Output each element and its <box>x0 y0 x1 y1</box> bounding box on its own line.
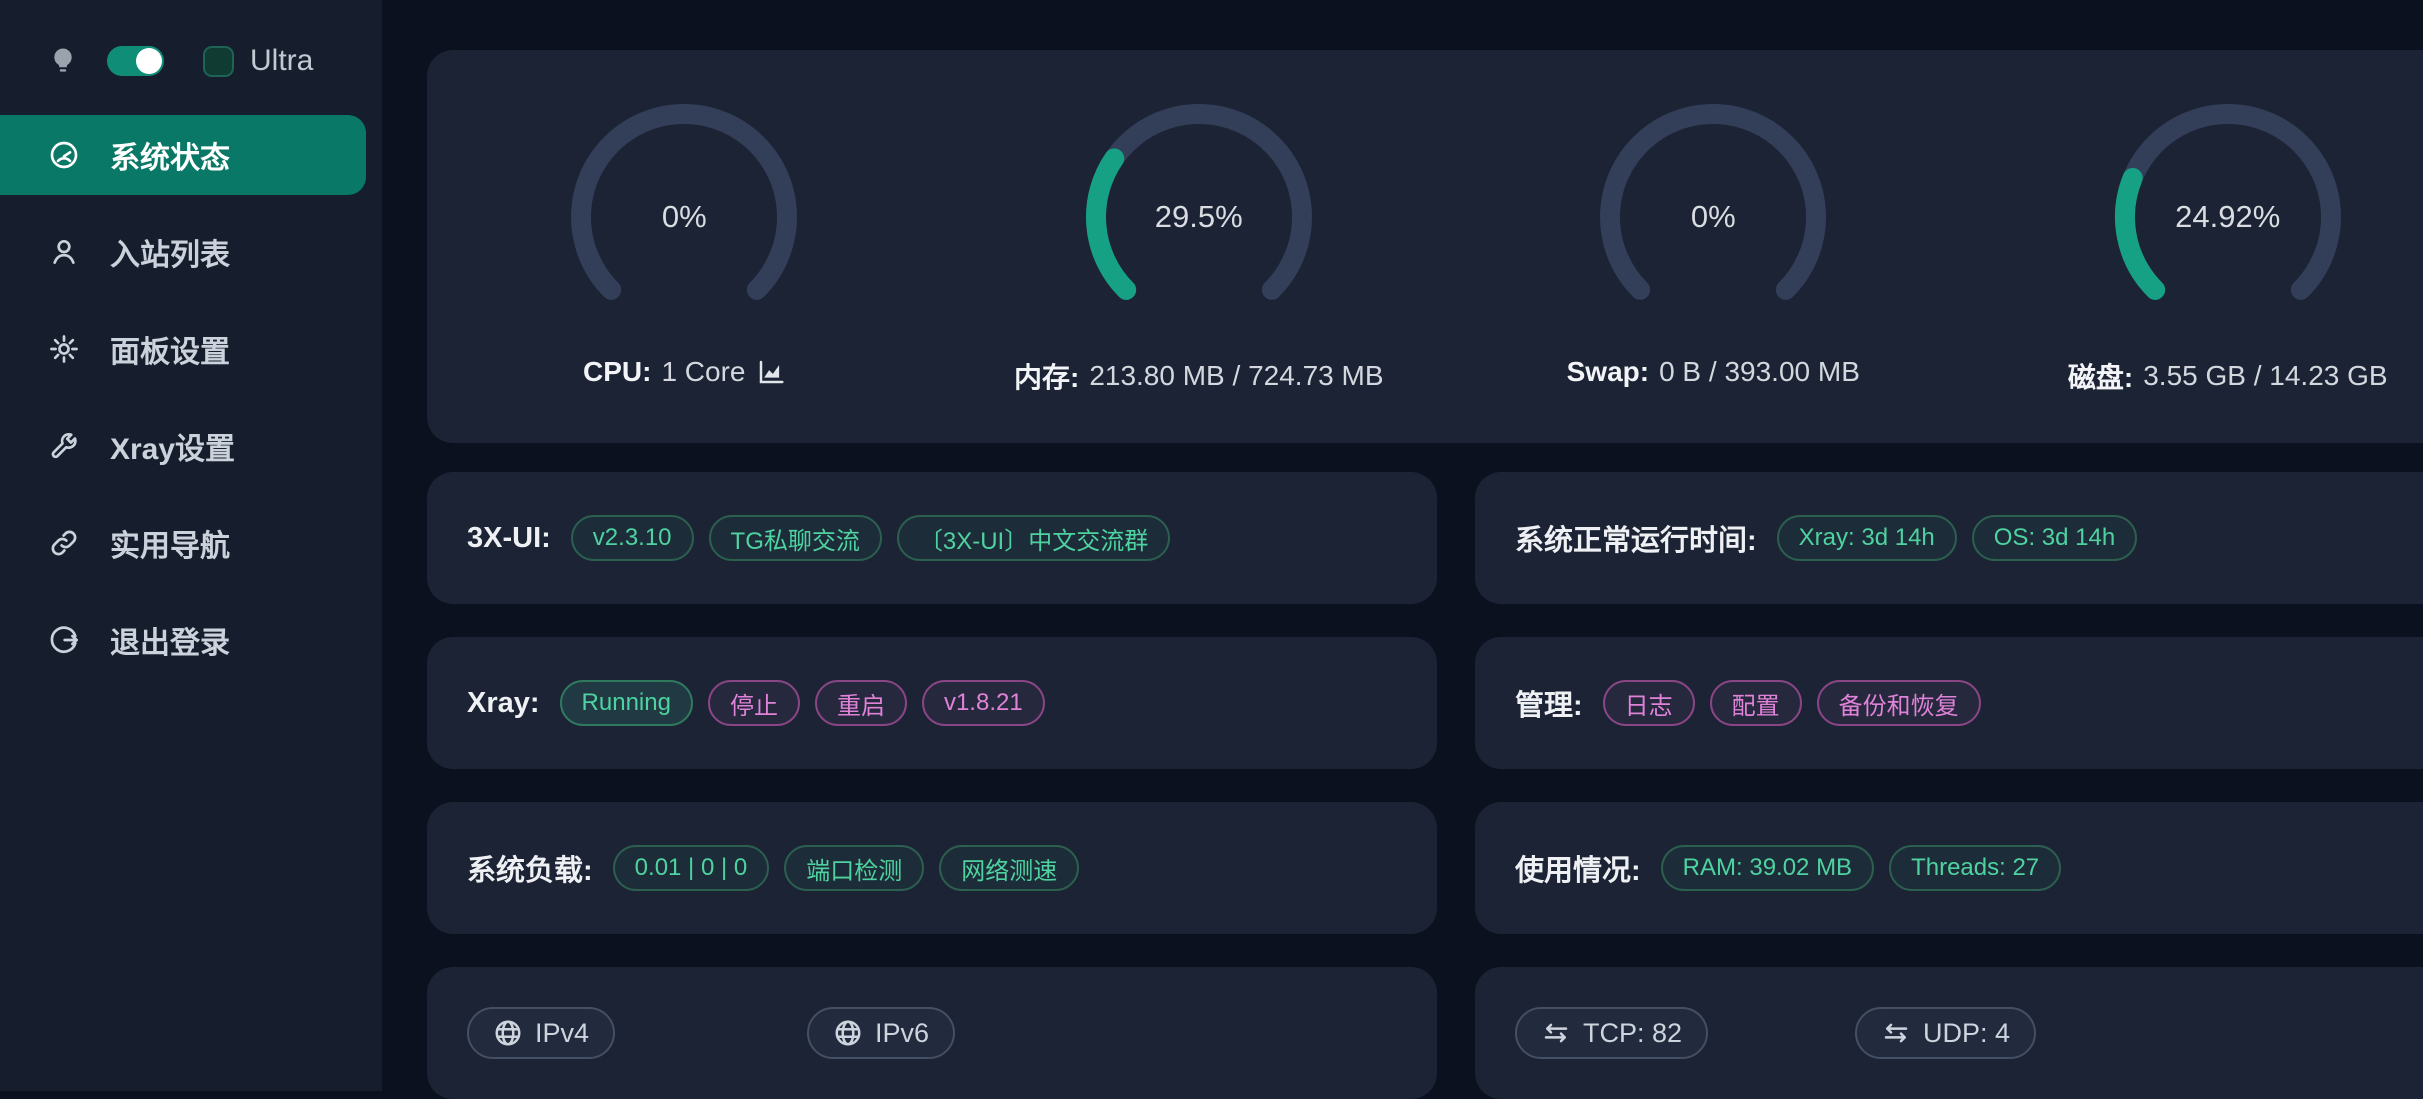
theme-row: Ultra <box>0 0 382 78</box>
card-usage: 使用情况: RAM: 39.02 MB Threads: 27 <box>1475 802 2423 934</box>
main-content: 0% CPU: 1 Core 29.5% 内存: 213.80 MB / 724.73 M… <box>427 0 2423 1099</box>
gauge-cpu: 0% CPU: 1 Core <box>427 94 942 388</box>
sidebar-item-xray-settings[interactable]: Xray设置 <box>0 406 382 486</box>
dark-mode-toggle[interactable] <box>107 46 164 76</box>
card-xray-status-label: Xray: <box>467 687 540 720</box>
tag-usage-0[interactable]: RAM: 39.02 MB <box>1661 845 1874 891</box>
card-uptime-label: 系统正常运行时间: <box>1515 517 1757 559</box>
sidebar-item-panel-settings[interactable]: 面板设置 <box>0 309 382 389</box>
gauge-memory-label: 内存: 213.80 MB / 724.73 MB <box>1014 356 1384 396</box>
card-connections: TCP: 82 UDP: 4 <box>1475 967 2423 1099</box>
tag-panel-info-1[interactable]: TG私聊交流 <box>709 515 882 561</box>
swap-icon <box>1541 1018 1571 1048</box>
sidebar-item-label: 退出登录 <box>110 618 230 662</box>
gauge-disk-label-title: 磁盘: <box>2068 356 2133 396</box>
gauge-memory-label-value: 213.80 MB / 724.73 MB <box>1089 360 1383 392</box>
gauge-disk-arc: 24.92% <box>2105 94 2351 340</box>
gauge-swap-label-title: Swap: <box>1567 356 1649 388</box>
sidebar-item-label: 系统状态 <box>110 133 230 177</box>
globe-icon <box>833 1018 863 1048</box>
tag-admin-2[interactable]: 备份和恢复 <box>1817 680 1981 726</box>
tag-xray-status-0[interactable]: Running <box>560 680 693 726</box>
gauge-memory-arc: 29.5% <box>1076 94 1322 340</box>
cpu-history-chart-icon[interactable] <box>756 357 786 387</box>
pill-ip-info-0[interactable]: IPv4 <box>467 1007 615 1059</box>
swap-icon <box>1881 1018 1911 1048</box>
sidebar-item-label: 实用导航 <box>110 521 230 565</box>
gauge-disk-label: 磁盘: 3.55 GB / 14.23 GB <box>2068 356 2388 396</box>
tag-xray-status-2[interactable]: 重启 <box>815 680 907 726</box>
card-panel-info: 3X-UI: v2.3.10 TG私聊交流〔3X-UI〕中文交流群 <box>427 472 1437 604</box>
pill-ip-info-1[interactable]: IPv6 <box>807 1007 955 1059</box>
link-icon <box>48 527 80 559</box>
pill-ip-info-0-text: IPv4 <box>535 1018 589 1049</box>
card-ip-info: IPv4 IPv6 <box>427 967 1437 1099</box>
gauge-swap-label-value: 0 B / 393.00 MB <box>1659 356 1860 388</box>
gauge-swap-percent: 0% <box>1590 94 1836 340</box>
pill-connections-0[interactable]: TCP: 82 <box>1515 1007 1708 1059</box>
gauge-memory-label-title: 内存: <box>1014 356 1079 396</box>
ultra-label: Ultra <box>250 44 313 78</box>
user-icon <box>48 236 80 268</box>
tag-uptime-0[interactable]: Xray: 3d 14h <box>1777 515 1957 561</box>
system-status-card: 0% CPU: 1 Core 29.5% 内存: 213.80 MB / 724.73 M… <box>427 50 2423 443</box>
wrench-icon <box>48 430 80 462</box>
card-admin: 管理: 日志配置备份和恢复 <box>1475 637 2423 769</box>
tag-system-load-1[interactable]: 端口检测 <box>784 845 924 891</box>
sidebar-item-inbounds-list[interactable]: 入站列表 <box>0 212 382 292</box>
gauge-cpu-label-value: 1 Core <box>661 356 745 388</box>
card-admin-label: 管理: <box>1515 682 1583 724</box>
pill-connections-1-text: UDP: 4 <box>1923 1018 2010 1049</box>
tag-system-load-2[interactable]: 网络测速 <box>939 845 1079 891</box>
sidebar: Ultra 系统状态入站列表面板设置 Xray设置实用导航退出登录 <box>0 0 382 1091</box>
logout-icon <box>48 624 80 656</box>
globe-icon <box>493 1018 523 1048</box>
gauge-swap-arc: 0% <box>1590 94 1836 340</box>
card-xray-status: Xray: Running 停止重启 v1.8.21 <box>427 637 1437 769</box>
tag-xray-status-3[interactable]: v1.8.21 <box>922 680 1045 726</box>
sidebar-menu: 系统状态入站列表面板设置 Xray设置实用导航退出登录 <box>0 115 382 680</box>
lightbulb-icon <box>48 44 78 78</box>
gear-icon <box>48 333 80 365</box>
ultra-checkbox[interactable] <box>203 46 234 77</box>
tag-system-load-0[interactable]: 0.01 | 0 | 0 <box>613 845 770 891</box>
toggle-knob <box>136 48 162 74</box>
tag-panel-info-0[interactable]: v2.3.10 <box>571 515 694 561</box>
card-uptime: 系统正常运行时间: Xray: 3d 14h OS: 3d 14h <box>1475 472 2423 604</box>
tag-admin-0[interactable]: 日志 <box>1603 680 1695 726</box>
tag-uptime-1[interactable]: OS: 3d 14h <box>1972 515 2137 561</box>
gauge-disk-label-value: 3.55 GB / 14.23 GB <box>2143 360 2387 392</box>
tag-admin-1[interactable]: 配置 <box>1710 680 1802 726</box>
gauge-cpu-percent: 0% <box>561 94 807 340</box>
gauge-disk-percent: 24.92% <box>2105 94 2351 340</box>
gauge-cpu-arc: 0% <box>561 94 807 340</box>
sidebar-item-label: 入站列表 <box>110 230 230 274</box>
card-panel-info-label: 3X-UI: <box>467 522 551 555</box>
tag-panel-info-2[interactable]: 〔3X-UI〕中文交流群 <box>897 515 1170 561</box>
sidebar-item-label: 面板设置 <box>110 327 230 371</box>
card-usage-label: 使用情况: <box>1515 847 1641 889</box>
gauge-swap-label: Swap: 0 B / 393.00 MB <box>1567 356 1860 388</box>
pill-connections-1[interactable]: UDP: 4 <box>1855 1007 2036 1059</box>
tag-xray-status-1[interactable]: 停止 <box>708 680 800 726</box>
gauge-cpu-label: CPU: 1 Core <box>583 356 786 388</box>
gauge-disk: 24.92% 磁盘: 3.55 GB / 14.23 GB <box>1971 94 2423 396</box>
card-system-load: 系统负载: 0.01 | 0 | 0 端口检测网络测速 <box>427 802 1437 934</box>
gauge-memory: 29.5% 内存: 213.80 MB / 724.73 MB <box>942 94 1457 396</box>
gauge-memory-percent: 29.5% <box>1076 94 1322 340</box>
gauge-swap: 0% Swap: 0 B / 393.00 MB <box>1456 94 1971 388</box>
sidebar-item-logout[interactable]: 退出登录 <box>0 600 382 680</box>
card-system-load-label: 系统负载: <box>467 847 593 889</box>
pill-ip-info-1-text: IPv6 <box>875 1018 929 1049</box>
dashboard-icon <box>48 139 80 171</box>
sidebar-item-useful-navigation[interactable]: 实用导航 <box>0 503 382 583</box>
sidebar-item-system-status[interactable]: 系统状态 <box>0 115 366 195</box>
gauge-cpu-label-title: CPU: <box>583 356 651 388</box>
tag-usage-1[interactable]: Threads: 27 <box>1889 845 2061 891</box>
sidebar-item-label: Xray设置 <box>110 424 235 468</box>
info-cards-grid: 3X-UI: v2.3.10 TG私聊交流〔3X-UI〕中文交流群 系统正常运行时间:… <box>427 472 2423 1099</box>
pill-connections-0-text: TCP: 82 <box>1583 1018 1682 1049</box>
